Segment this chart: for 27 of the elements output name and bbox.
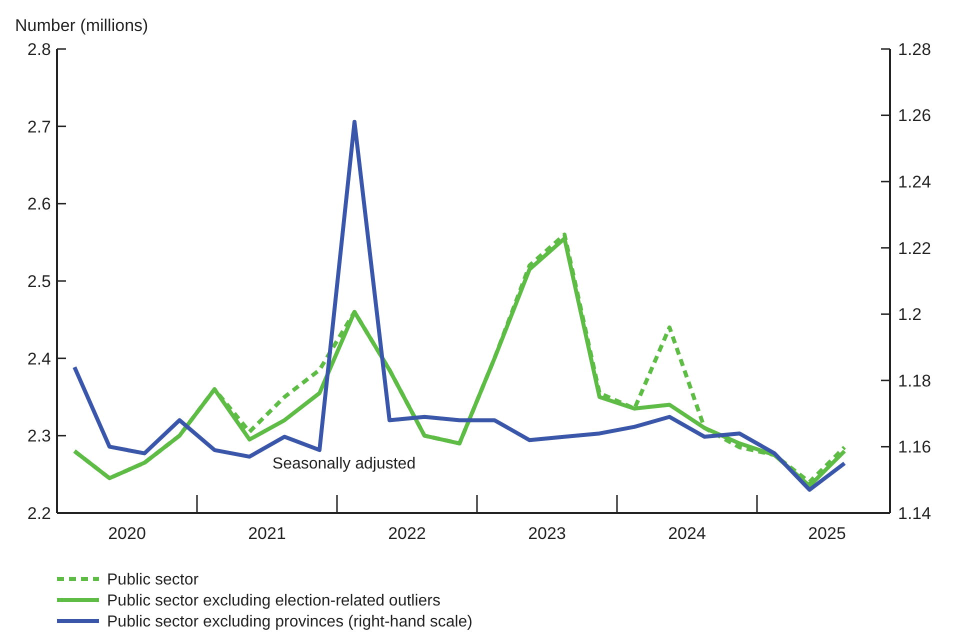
legend-label: Public sector excluding provinces (right-hand scale) <box>107 614 473 631</box>
y-tick-label: 2.6 <box>27 194 51 214</box>
y-tick-label: 2.7 <box>27 117 51 136</box>
y-tick-label: 2.8 <box>27 40 51 59</box>
y2-tick-label: 1.18 <box>898 371 932 390</box>
legend-label: Public sector <box>107 572 200 589</box>
y2-tick-label: 1.22 <box>898 238 932 258</box>
x-tick-label: 2022 <box>388 524 426 543</box>
y2-tick-label: 1.2 <box>898 305 922 324</box>
y2-tick-label: 1.24 <box>898 172 932 192</box>
x-tick-label: 2025 <box>808 524 846 543</box>
x-tick-label: 2023 <box>528 524 566 543</box>
y-tick-label: 2.5 <box>27 272 51 291</box>
x-tick-label: 2020 <box>108 524 146 543</box>
y2-tick-label: 1.28 <box>898 40 932 59</box>
y2-tick-label: 1.16 <box>898 438 932 457</box>
y-tick-label: 2.2 <box>27 504 51 523</box>
y-tick-label: 2.4 <box>27 349 51 368</box>
y-axis-title: Number (millions) <box>15 16 148 35</box>
y-tick-label: 2.3 <box>27 426 51 446</box>
y2-tick-label: 1.14 <box>898 504 932 523</box>
x-tick-label: 2024 <box>668 524 706 543</box>
annotation: Seasonally adjusted <box>272 456 416 473</box>
legend-label: Public sector excluding election-related outliers <box>107 592 441 610</box>
x-tick-label: 2021 <box>248 524 286 543</box>
y2-tick-label: 1.26 <box>898 106 932 126</box>
line-series <box>72 120 846 492</box>
